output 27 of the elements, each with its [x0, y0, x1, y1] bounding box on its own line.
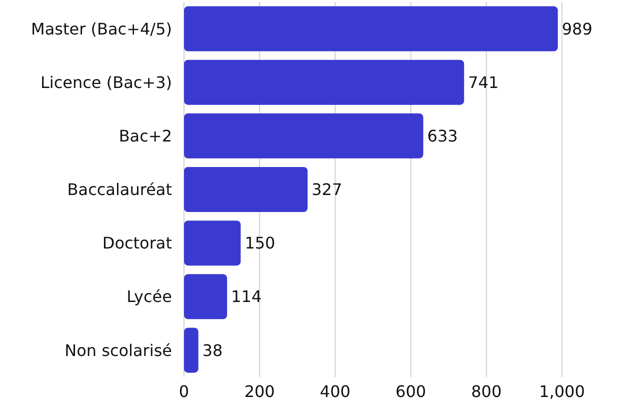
y-tick-label: Non scolarisé [64, 340, 172, 360]
data-label: 150 [244, 234, 276, 253]
bar [184, 113, 424, 158]
bar [184, 274, 228, 320]
y-tick-label: Lycée [126, 287, 172, 306]
data-label: 38 [202, 340, 223, 360]
y-tick-label: Doctorat [102, 234, 172, 253]
data-label: 327 [312, 180, 342, 200]
x-tick-label: 200 [244, 382, 275, 401]
y-tick-label: Master (Bac+4/5) [31, 19, 172, 38]
data-label: 989 [562, 19, 592, 38]
data-label: 741 [468, 72, 499, 92]
bar [184, 60, 464, 105]
bar [184, 6, 558, 52]
y-tick-label: Baccalauréat [67, 180, 172, 200]
data-label: 633 [427, 126, 458, 146]
x-tick-label: 0 [178, 382, 190, 401]
x-tick-label: 1,000 [539, 382, 585, 401]
bar [184, 167, 308, 212]
bar [184, 220, 241, 266]
x-tick-label: 600 [396, 382, 426, 401]
bar [184, 328, 198, 373]
y-tick-label: Licence (Bac+3) [40, 72, 172, 92]
x-tick-label: 400 [320, 382, 350, 401]
y-tick-label: Bac+2 [118, 126, 172, 146]
data-label: 114 [231, 287, 262, 306]
x-tick-label: 800 [471, 382, 502, 401]
